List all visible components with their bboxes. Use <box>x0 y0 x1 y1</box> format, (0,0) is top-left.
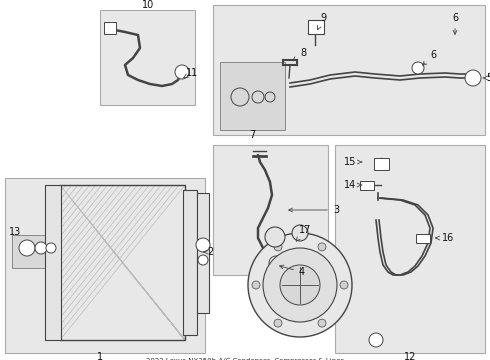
Bar <box>220 62 285 130</box>
Circle shape <box>175 65 189 79</box>
Text: 2: 2 <box>204 247 213 257</box>
Text: 17: 17 <box>296 225 311 241</box>
Bar <box>308 20 324 34</box>
Text: 6: 6 <box>452 13 458 34</box>
Text: 5: 5 <box>486 73 490 83</box>
Circle shape <box>318 243 326 251</box>
Bar <box>213 145 328 275</box>
Text: 3: 3 <box>289 205 339 215</box>
Bar <box>360 181 374 190</box>
Circle shape <box>231 88 249 106</box>
Circle shape <box>252 281 260 289</box>
Circle shape <box>318 319 326 327</box>
Bar <box>335 145 485 353</box>
Text: 8: 8 <box>293 48 306 61</box>
Circle shape <box>252 91 264 103</box>
Text: 2022 Lexus NX350h A/C Condenser, Compressor & Lines
Front Suction Hose Diagram f: 2022 Lexus NX350h A/C Condenser, Compres… <box>146 358 344 360</box>
Circle shape <box>412 62 424 74</box>
Bar <box>5 178 205 353</box>
Bar <box>45 185 61 340</box>
Circle shape <box>19 240 35 256</box>
Circle shape <box>265 227 285 247</box>
Bar <box>60 185 185 340</box>
Circle shape <box>369 333 383 347</box>
Text: 14: 14 <box>344 180 362 190</box>
Text: 13: 13 <box>9 227 21 237</box>
Bar <box>100 10 195 105</box>
Bar <box>374 158 389 170</box>
Text: 15: 15 <box>344 157 362 167</box>
Circle shape <box>465 70 481 86</box>
Text: 1: 1 <box>97 352 103 360</box>
Circle shape <box>340 281 348 289</box>
Bar <box>183 190 197 335</box>
Circle shape <box>263 248 337 322</box>
Circle shape <box>269 256 283 270</box>
Circle shape <box>274 319 282 327</box>
Bar <box>197 193 209 313</box>
Circle shape <box>248 233 352 337</box>
Circle shape <box>35 242 47 254</box>
Text: 12: 12 <box>404 352 416 360</box>
Bar <box>12 235 57 268</box>
Text: 7: 7 <box>249 130 255 140</box>
Text: 10: 10 <box>142 0 154 10</box>
Circle shape <box>280 265 320 305</box>
Circle shape <box>198 255 208 265</box>
Bar <box>416 234 430 243</box>
Circle shape <box>274 243 282 251</box>
Bar <box>213 5 485 135</box>
Text: 11: 11 <box>183 68 198 78</box>
Text: 6: 6 <box>422 50 436 66</box>
Text: 4: 4 <box>280 265 305 277</box>
Circle shape <box>46 243 56 253</box>
Circle shape <box>196 238 210 252</box>
Text: 16: 16 <box>436 233 454 243</box>
Circle shape <box>265 92 275 102</box>
Circle shape <box>292 225 308 241</box>
Text: 9: 9 <box>318 13 326 30</box>
Bar <box>104 22 116 34</box>
